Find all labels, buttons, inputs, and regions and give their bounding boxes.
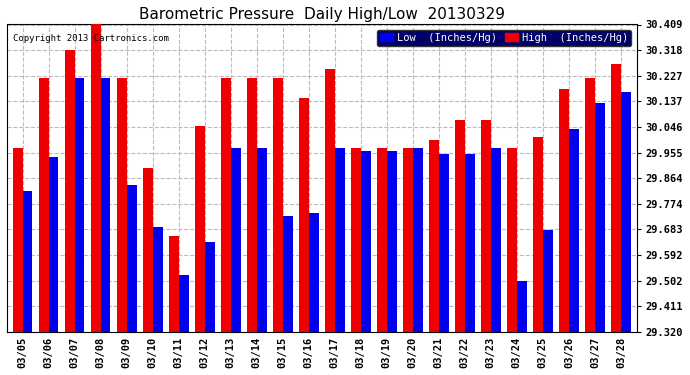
- Bar: [377, 148, 387, 332]
- Bar: [39, 78, 48, 332]
- Bar: [75, 78, 84, 332]
- Bar: [101, 78, 110, 332]
- Bar: [351, 148, 361, 332]
- Bar: [143, 168, 152, 332]
- Legend: Low  (Inches/Hg), High  (Inches/Hg): Low (Inches/Hg), High (Inches/Hg): [377, 30, 631, 46]
- Bar: [169, 236, 179, 332]
- Bar: [48, 157, 59, 332]
- Bar: [90, 24, 101, 332]
- Bar: [117, 78, 127, 332]
- Bar: [507, 148, 517, 332]
- Bar: [491, 148, 501, 332]
- Bar: [621, 92, 631, 332]
- Bar: [533, 137, 543, 332]
- Bar: [195, 126, 205, 332]
- Bar: [221, 78, 230, 332]
- Bar: [12, 148, 23, 332]
- Bar: [465, 154, 475, 332]
- Bar: [387, 151, 397, 332]
- Bar: [543, 230, 553, 332]
- Bar: [361, 151, 371, 332]
- Bar: [559, 89, 569, 332]
- Bar: [152, 228, 163, 332]
- Bar: [569, 129, 579, 332]
- Bar: [273, 78, 283, 332]
- Bar: [308, 213, 319, 332]
- Bar: [230, 148, 241, 332]
- Bar: [247, 78, 257, 332]
- Bar: [299, 98, 308, 332]
- Bar: [455, 120, 465, 332]
- Bar: [611, 64, 621, 332]
- Bar: [335, 148, 344, 332]
- Bar: [283, 216, 293, 332]
- Bar: [205, 242, 215, 332]
- Text: Copyright 2013 Cartronics.com: Copyright 2013 Cartronics.com: [13, 34, 169, 43]
- Bar: [403, 148, 413, 332]
- Bar: [481, 120, 491, 332]
- Bar: [127, 185, 137, 332]
- Bar: [65, 50, 75, 332]
- Bar: [325, 69, 335, 332]
- Bar: [595, 103, 605, 332]
- Title: Barometric Pressure  Daily High/Low  20130329: Barometric Pressure Daily High/Low 20130…: [139, 7, 505, 22]
- Bar: [429, 140, 439, 332]
- Bar: [517, 281, 526, 332]
- Bar: [257, 148, 266, 332]
- Bar: [179, 276, 188, 332]
- Bar: [413, 148, 423, 332]
- Bar: [585, 78, 595, 332]
- Bar: [23, 191, 32, 332]
- Bar: [439, 154, 449, 332]
